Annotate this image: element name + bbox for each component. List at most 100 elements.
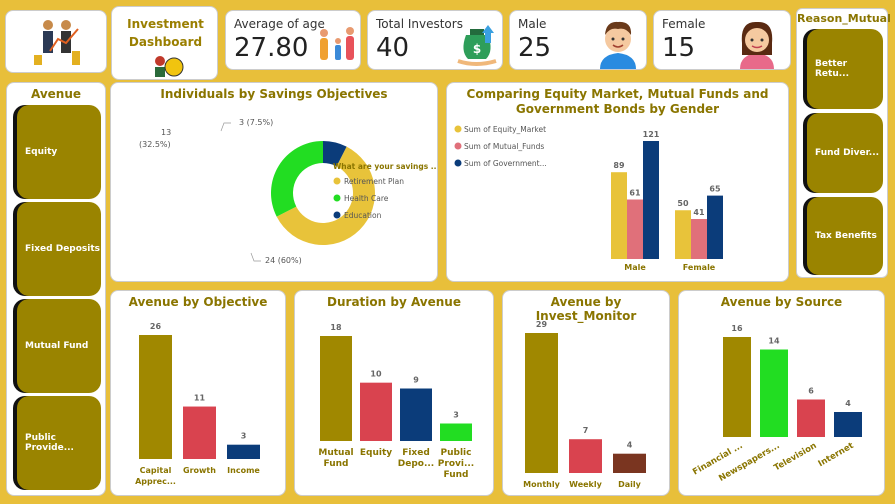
bar[interactable] (440, 423, 472, 442)
investment-icon (155, 56, 184, 77)
avenue-slicer: Avenue Equity Fixed Deposits Mutual Fund… (6, 82, 106, 496)
category-label: Depo... (398, 459, 434, 469)
slicer-item-fund-diversification[interactable]: Fund Diver... (807, 113, 883, 193)
slicer-item-tax-benefits[interactable]: Tax Benefits (807, 197, 883, 275)
category-label: Public (441, 448, 472, 458)
bar[interactable] (723, 337, 751, 437)
chart-title: Avenue by Objective (128, 295, 268, 309)
legend-label: Retirement Plan (344, 177, 404, 186)
kpi-value: 25 (518, 33, 552, 63)
donut-slice-2[interactable] (323, 141, 347, 167)
donut-slice-0[interactable] (276, 146, 375, 245)
category-label: Income (227, 466, 260, 475)
money-bag-icon: $ (457, 25, 497, 66)
legend-marker (454, 159, 462, 167)
savings-objectives-card: Individuals by Savings Objectives 24 (60… (110, 82, 438, 282)
bar-male[interactable] (611, 172, 627, 259)
bar[interactable] (360, 382, 392, 441)
bar[interactable] (400, 388, 432, 442)
category-label: Capital (140, 466, 172, 475)
bar-value-label: 18 (330, 323, 342, 332)
bar[interactable] (569, 439, 602, 473)
bar-value-label: 6 (808, 387, 814, 396)
bar-value-label: 7 (583, 426, 589, 435)
donut-chart: 24 (60%) 13 (32.5%) 3 (7.5%) What are your s… (139, 118, 437, 265)
bar-value-label: 3 (241, 432, 247, 441)
bar-value-label: 29 (536, 320, 548, 329)
bar-value-label: 121 (643, 130, 660, 139)
bar-value-label: 61 (629, 189, 641, 198)
kpi-male: Male 25 (509, 10, 647, 70)
bar-value-label: 65 (709, 185, 721, 194)
slicer-item-fixed-deposits[interactable]: Fixed Deposits (17, 202, 101, 296)
bar[interactable] (227, 444, 260, 459)
bar[interactable] (183, 406, 216, 459)
category-label: Mutual (318, 448, 353, 458)
bar-value-label: 41 (693, 208, 705, 217)
female-avatar-icon (740, 21, 774, 69)
bar[interactable] (139, 335, 172, 459)
donut-label-education: 3 (7.5%) (239, 118, 273, 127)
kpi-average-age: Average of age 27.80 (225, 10, 361, 70)
category-label: Television (772, 441, 818, 473)
bar-value-label: 10 (370, 370, 382, 379)
legend-marker (333, 194, 341, 202)
kpi-value: 27.80 (234, 33, 309, 63)
legend-marker (454, 142, 462, 150)
avenue-objective-chart: 26 Capital Apprec... 11 Growth 3 Income (135, 322, 260, 486)
family-icon (320, 27, 354, 60)
bar-female[interactable] (675, 210, 691, 259)
legend-marker (454, 125, 462, 133)
bar[interactable] (525, 333, 558, 473)
category-label: Growth (183, 466, 216, 475)
chart-title: Individuals by Savings Objectives (160, 87, 388, 101)
business-people-icon (34, 20, 80, 65)
legend-marker (333, 177, 341, 185)
donut-label-health-pct: (32.5%) (139, 140, 171, 149)
slicer-title: Avenue (30, 87, 82, 101)
kpi-value: 40 (376, 33, 410, 63)
bar-value-label: 50 (677, 199, 689, 208)
category-label: Fund (324, 459, 349, 469)
kpi-label: Female (662, 17, 706, 31)
kpi-value: 15 (662, 33, 696, 63)
slicer-item-equity[interactable]: Equity (17, 105, 101, 199)
bar[interactable] (797, 399, 825, 438)
legend-label: Health Care (344, 194, 389, 203)
bar-value-label: 4 (845, 399, 851, 408)
bar-female[interactable] (691, 219, 707, 259)
chart-title: Avenue by Invest_Monitor (535, 295, 637, 323)
bar-male[interactable] (643, 141, 659, 259)
slicer-item-better-returns[interactable]: Better Retu... (807, 29, 883, 109)
legend-label: Sum of Government... (464, 159, 547, 168)
slicer-item-mutual-fund[interactable]: Mutual Fund (17, 299, 101, 393)
bar[interactable] (320, 336, 352, 441)
legend-label: Sum of Mutual_Funds (464, 142, 544, 151)
category-label: Monthly (523, 480, 560, 489)
category-label: Apprec... (135, 477, 176, 486)
donut-label-retirement: 24 (60%) (265, 256, 302, 265)
bar-male[interactable] (627, 199, 643, 259)
kpi-label: Total Investors (376, 17, 463, 31)
bar[interactable] (760, 349, 788, 438)
category-label: Daily (618, 480, 642, 489)
bar-value-label: 3 (453, 411, 459, 420)
duration-avenue-card: Duration by Avenue 18 Mutual Fund 10 Equity 9… (294, 290, 494, 496)
category-label: Female (683, 263, 716, 272)
legend-label: Education (344, 211, 382, 220)
donut-slice-1[interactable] (271, 141, 323, 217)
category-label: Male (624, 263, 646, 272)
bar[interactable] (613, 453, 646, 473)
bar-female[interactable] (707, 195, 723, 259)
bar[interactable] (834, 412, 862, 437)
bar-value-label: 4 (627, 441, 633, 450)
kpi-label: Male (518, 17, 547, 31)
bar-value-label: 16 (731, 324, 743, 333)
invest-monitor-chart: 29 Monthly 7 Weekly 4 Daily (523, 320, 646, 489)
bar-value-label: 89 (613, 161, 625, 170)
chart-title: Comparing Equity Market, Mutual Funds an… (466, 87, 769, 116)
category-label: Provi... (438, 459, 474, 469)
avenue-source-card: Avenue by Source 16 Financial ... 14 Newspa… (678, 290, 885, 496)
slicer-item-public-provident[interactable]: Public Provide... (17, 396, 101, 490)
category-label: Fixed (402, 448, 430, 458)
